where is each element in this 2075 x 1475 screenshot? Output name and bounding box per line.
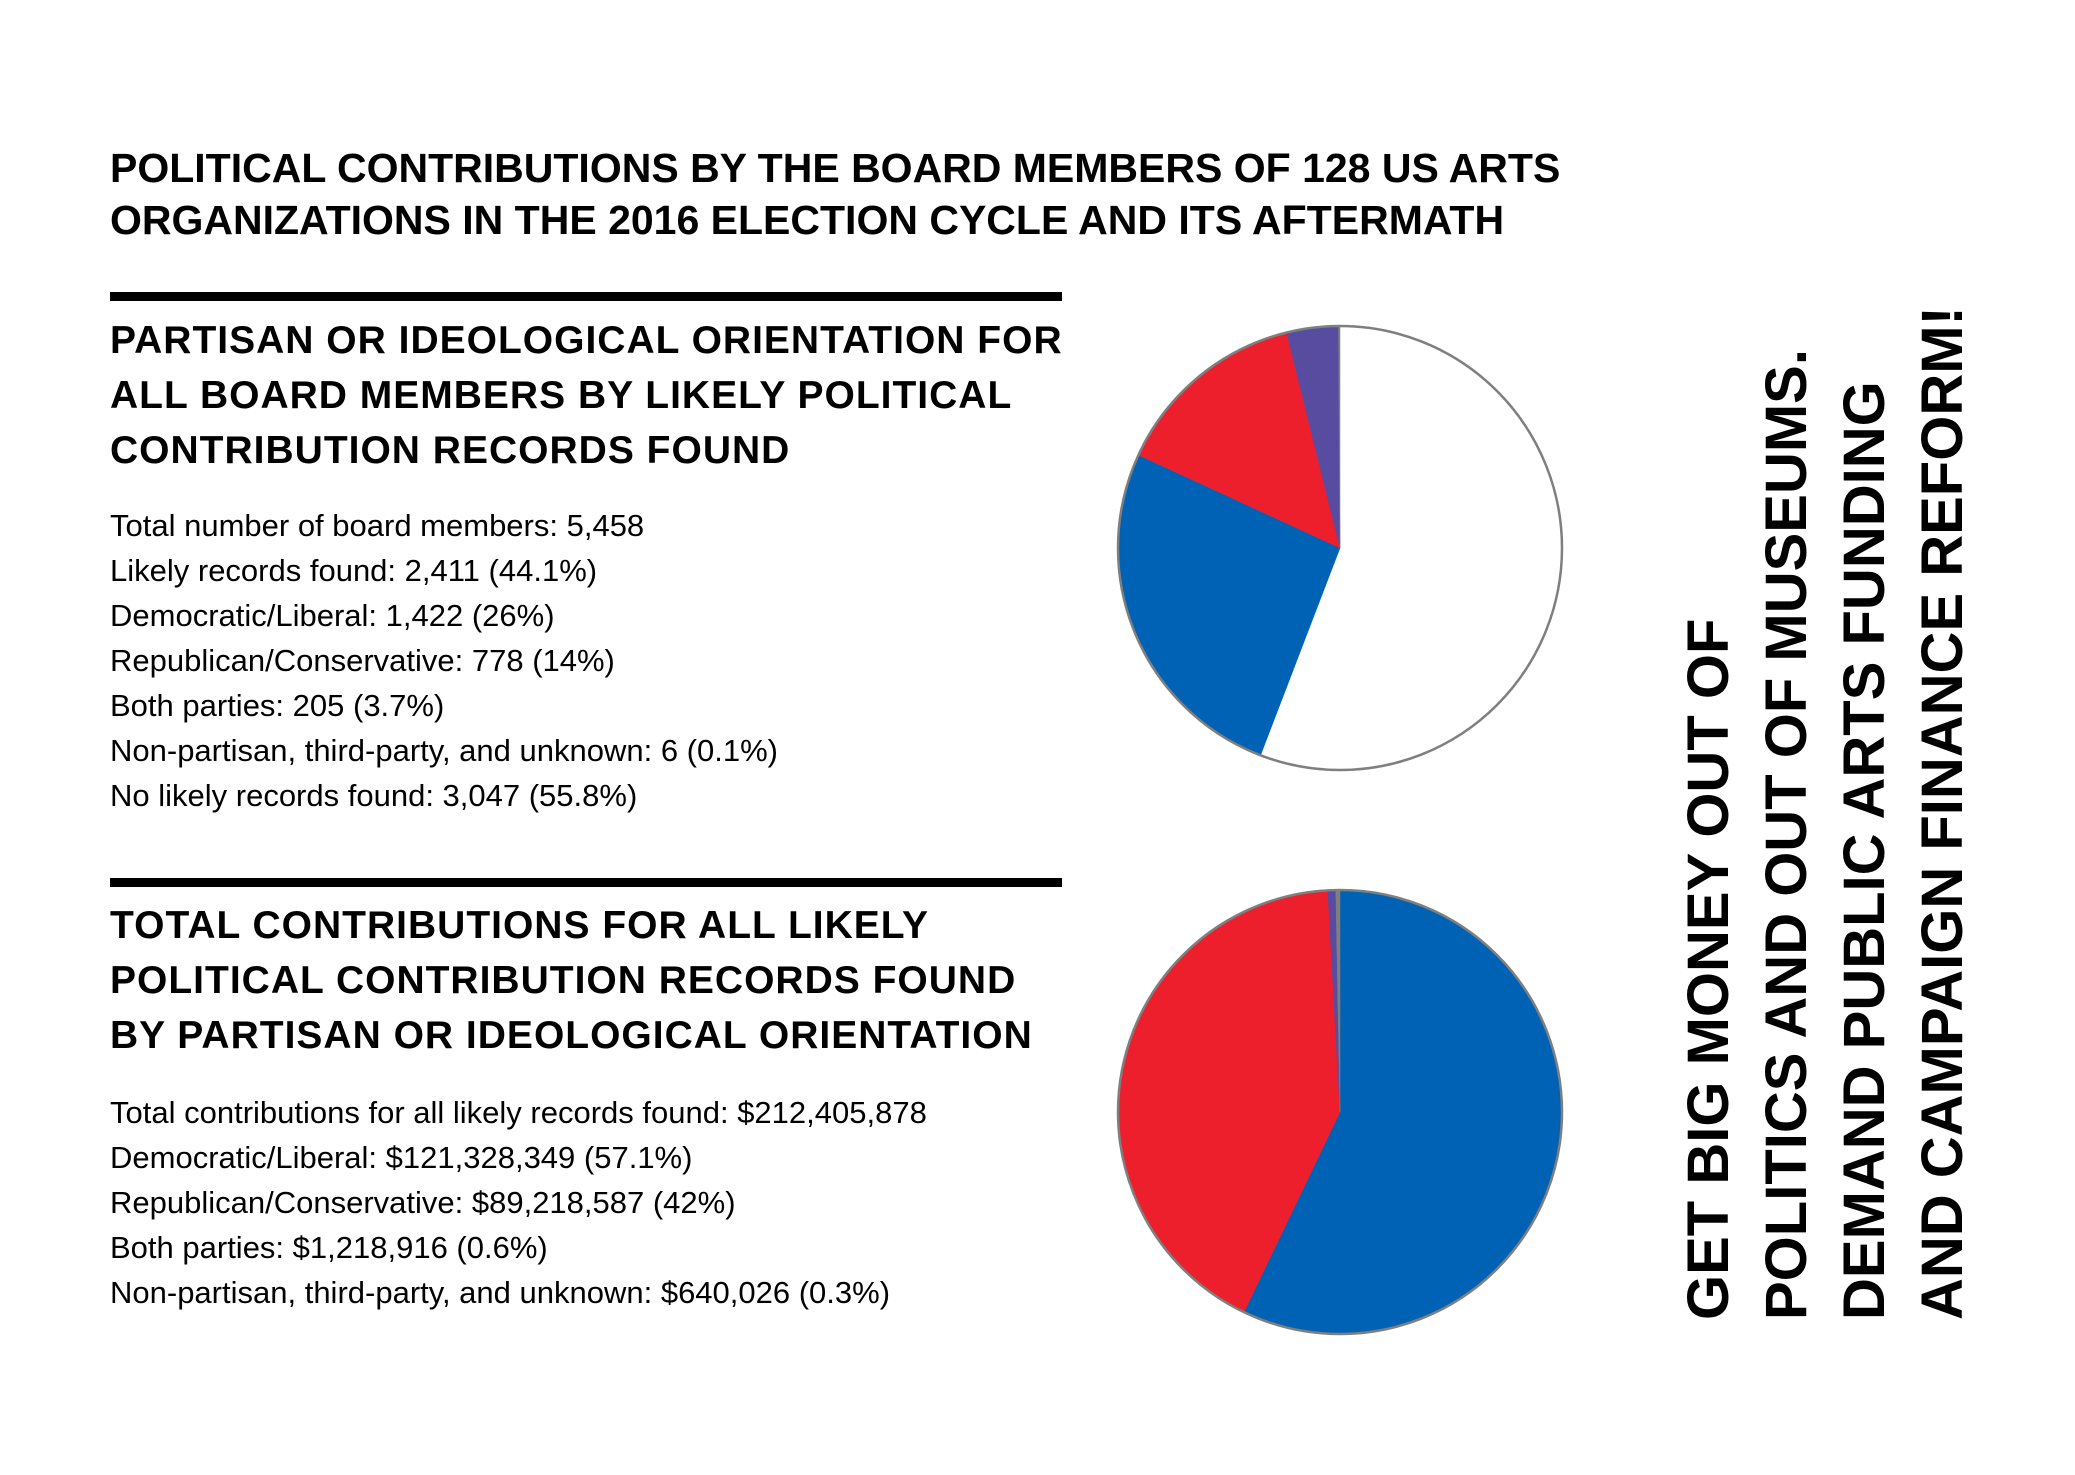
- section-divider-2: [110, 878, 1062, 887]
- slogan: GET BIG MONEY OUT OF POLITICS AND OUT OF…: [1670, 220, 1982, 1320]
- stat-nonpartisan-count: Non-partisan, third-party, and unknown: …: [110, 733, 778, 768]
- pie-chart-contributions: [1116, 888, 1564, 1336]
- stat-democratic-count: Democratic/Liberal: 1,422 (26%): [110, 598, 555, 633]
- slogan-line-4: AND CAMPAIGN FINANCE REFORM!: [1910, 306, 1975, 1320]
- stat-republican-amount: Republican/Conservative: $89,218,587 (42…: [110, 1185, 736, 1220]
- stat-both-count: Both parties: 205 (3.7%): [110, 688, 445, 723]
- stat-no-records: No likely records found: 3,047 (55.8%): [110, 778, 638, 813]
- slogan-line-3: DEMAND PUBLIC ARTS FUNDING: [1832, 381, 1897, 1320]
- stat-likely-records: Likely records found: 2,411 (44.1%): [110, 553, 598, 588]
- pie1-slice-no-likely-records-found: [1260, 326, 1562, 770]
- stat-both-amount: Both parties: $1,218,916 (0.6%): [110, 1230, 548, 1265]
- section1-heading: PARTISAN OR IDEOLOGICAL ORIENTATION FOR …: [110, 319, 1063, 472]
- stat-democratic-amount: Democratic/Liberal: $121,328,349 (57.1%): [110, 1140, 693, 1175]
- pie2-outline: [1116, 888, 1564, 1336]
- section2-heading: TOTAL CONTRIBUTIONS FOR ALL LIKELY POLIT…: [110, 904, 1033, 1057]
- section2-stats: Total contributions for all likely recor…: [110, 1090, 1110, 1315]
- section1-stats: Total number of board members: 5,458 Lik…: [110, 503, 1110, 818]
- slogan-line-2: POLITICS AND OUT OF MUSEUMS.: [1754, 349, 1819, 1320]
- slogan-line-1: GET BIG MONEY OUT OF: [1676, 618, 1741, 1320]
- stat-total-board-members: Total number of board members: 5,458: [110, 508, 645, 543]
- section-divider-1: [110, 292, 1062, 301]
- stat-total-contributions: Total contributions for all likely recor…: [110, 1095, 927, 1130]
- page-title: POLITICAL CONTRIBUTIONS BY THE BOARD MEM…: [110, 145, 1561, 243]
- pie-chart-board-members: [1116, 324, 1564, 772]
- pie1-outline: [1116, 324, 1564, 772]
- stat-nonpartisan-amount: Non-partisan, third-party, and unknown: …: [110, 1275, 891, 1310]
- stat-republican-count: Republican/Conservative: 778 (14%): [110, 643, 615, 678]
